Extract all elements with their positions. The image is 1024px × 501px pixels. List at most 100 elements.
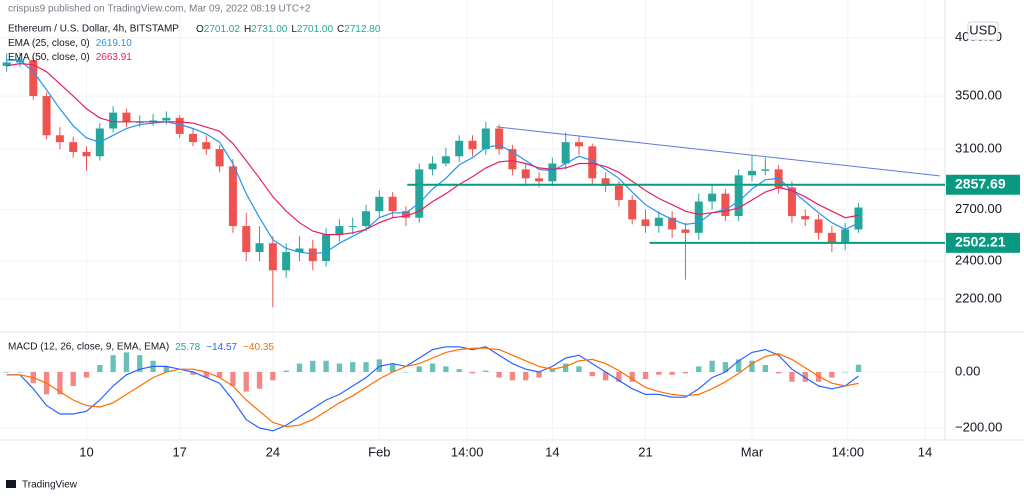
macd-histogram-bar bbox=[749, 360, 755, 372]
macd-histogram-bar bbox=[496, 371, 502, 378]
x-tick-label: 14:00 bbox=[832, 444, 865, 459]
ohlc-key: L bbox=[291, 24, 297, 35]
plot bbox=[0, 0, 945, 440]
macd-histogram-bar bbox=[642, 371, 649, 379]
candle-body bbox=[29, 60, 38, 97]
candle-body bbox=[441, 156, 450, 164]
candle-body bbox=[681, 229, 690, 233]
macd-histogram-bar bbox=[376, 359, 382, 372]
macd-histogram-bar bbox=[363, 362, 369, 372]
candle-body bbox=[561, 142, 570, 164]
candle-body bbox=[55, 135, 64, 143]
candle-body bbox=[162, 117, 171, 121]
trendline bbox=[496, 126, 940, 177]
candle-body bbox=[508, 149, 517, 170]
candle-body bbox=[734, 175, 743, 217]
candle-body bbox=[601, 178, 610, 186]
candle-body bbox=[841, 229, 850, 244]
macd-histogram-bar bbox=[696, 366, 702, 372]
candle-body bbox=[2, 62, 11, 66]
ema-name: EMA (50, close, 0) bbox=[8, 52, 90, 63]
x-tick-label: 10 bbox=[79, 444, 93, 459]
macd-histogram-bar bbox=[203, 371, 209, 378]
macd-histogram-bar bbox=[336, 363, 343, 372]
macd-histogram-bar bbox=[602, 371, 609, 381]
candle-body bbox=[588, 146, 597, 179]
candle-body bbox=[854, 207, 863, 230]
candle-body bbox=[787, 187, 796, 217]
candle-body bbox=[282, 252, 291, 271]
macd-legend-value: −40.35 bbox=[243, 342, 274, 353]
macd-histogram-bar bbox=[17, 371, 23, 373]
ema-legend: EMA (25, close, 0) 2619.10 bbox=[8, 38, 132, 49]
candle-body bbox=[362, 211, 371, 227]
candle-body bbox=[295, 248, 304, 253]
macd-histogram-bar bbox=[243, 371, 249, 392]
macd-histogram-bar bbox=[775, 371, 782, 374]
macd-histogram-bar bbox=[163, 366, 170, 372]
macd-histogram-bar bbox=[270, 371, 276, 381]
macd-histogram-bar bbox=[629, 371, 635, 382]
ohlc-key: H bbox=[244, 24, 251, 35]
macd-histogram-bar bbox=[656, 371, 662, 375]
macd-legend-value: 25.78 bbox=[175, 342, 200, 353]
candle-body bbox=[641, 219, 650, 227]
candle-body bbox=[335, 226, 344, 235]
candle-body bbox=[761, 169, 770, 171]
macd-histogram-bar bbox=[283, 370, 289, 372]
x-tick-label: Feb bbox=[368, 444, 390, 459]
macd-histogram-bar bbox=[469, 371, 476, 374]
macd-histogram-bar bbox=[709, 360, 715, 372]
x-tick-label: Mar bbox=[741, 444, 764, 459]
published-note: crispus9 published on TradingView.com, M… bbox=[8, 4, 311, 15]
candle-body bbox=[495, 128, 504, 150]
candle-body bbox=[574, 142, 583, 147]
macd-histogram-bar bbox=[855, 364, 862, 372]
ohlc-key: O bbox=[196, 24, 204, 35]
candle-body bbox=[708, 193, 717, 202]
brand: TradingView bbox=[22, 480, 78, 491]
macd-histogram-bar bbox=[802, 371, 808, 382]
candle-body bbox=[388, 196, 397, 212]
macd-histogram-bar bbox=[110, 355, 116, 372]
candle-body bbox=[348, 226, 357, 228]
candle-body bbox=[255, 243, 264, 253]
macd-histogram-bar bbox=[736, 359, 742, 372]
currency-box bbox=[967, 21, 999, 41]
ohlc-value: 2731.00 bbox=[251, 24, 288, 35]
candle-body bbox=[614, 185, 623, 200]
macd-histogram-bar bbox=[3, 371, 10, 373]
macd-histogram-bar bbox=[83, 371, 90, 378]
candle-body bbox=[189, 133, 197, 143]
macd-histogram-bar bbox=[177, 371, 183, 373]
candle-body bbox=[521, 169, 530, 179]
candle-body bbox=[668, 217, 677, 230]
macd-line bbox=[6, 347, 859, 428]
macd-histogram-bar bbox=[682, 371, 689, 374]
y-tick-label: 2200.00 bbox=[955, 291, 1002, 306]
candle-body bbox=[535, 178, 544, 182]
y-tick-label: 2400.00 bbox=[955, 253, 1002, 268]
macd-histogram-bar bbox=[310, 360, 316, 372]
x-tick-label: 14:00 bbox=[451, 444, 484, 459]
macd-histogram-bar bbox=[57, 371, 63, 395]
x-tick-label: 17 bbox=[172, 444, 186, 459]
x-tick-label: 24 bbox=[266, 444, 280, 459]
candle-body bbox=[375, 196, 384, 212]
candle-body bbox=[721, 193, 730, 217]
ohlc-legend: O2701.02 H2731.00 L2701.00 C2712.80 bbox=[196, 24, 381, 35]
candle-body bbox=[82, 151, 91, 157]
level-label: 2502.21 bbox=[955, 234, 1006, 250]
candle-body bbox=[401, 211, 410, 218]
candle-body bbox=[109, 112, 118, 129]
candle-body bbox=[308, 248, 317, 262]
ema-value: 2619.10 bbox=[96, 38, 133, 49]
candle-body bbox=[175, 117, 184, 134]
macd-legend-value: −14.57 bbox=[206, 342, 237, 353]
candle-body bbox=[455, 140, 464, 157]
macd-title: MACD (12, 26, close, 9, EMA, EMA) 25.78 −1… bbox=[8, 342, 274, 353]
level-label: 2857.69 bbox=[955, 175, 1006, 191]
candle-body bbox=[322, 234, 331, 262]
macd-histogram-bar bbox=[256, 371, 263, 389]
